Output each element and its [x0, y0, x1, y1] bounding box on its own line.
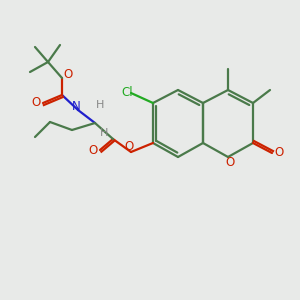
- Text: O: O: [124, 140, 134, 154]
- Text: Cl: Cl: [121, 86, 133, 100]
- Text: N: N: [72, 100, 80, 113]
- Text: O: O: [274, 146, 284, 160]
- Text: O: O: [63, 68, 73, 80]
- Text: O: O: [225, 155, 235, 169]
- Text: H: H: [96, 100, 104, 110]
- Text: O: O: [32, 97, 40, 110]
- Text: H: H: [100, 128, 108, 138]
- Text: O: O: [88, 143, 98, 157]
